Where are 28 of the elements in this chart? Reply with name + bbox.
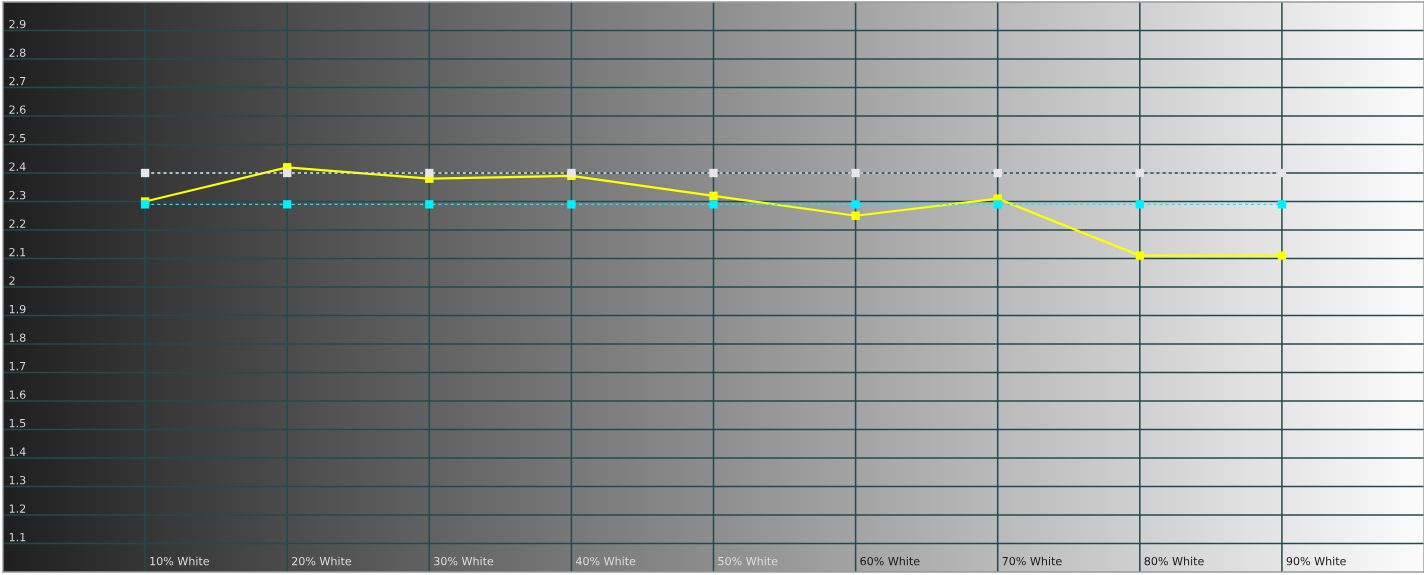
y-tick-label: 2.1 [9, 247, 26, 257]
y-tick-label: 1.7 [9, 362, 26, 371]
y-tick-label: 2.3 [9, 190, 26, 200]
y-tick-label: 2 [9, 276, 15, 285]
y-tick-label: 1.9 [9, 304, 26, 314]
x-tick-label: 70% White [1002, 556, 1062, 566]
y-tick-label: 1.4 [9, 447, 26, 456]
y-tick-label: 2.5 [9, 133, 26, 143]
y-tick-label: 1.6 [9, 390, 26, 399]
y-tick-label: 2.2 [9, 219, 26, 228]
x-tick-label: 90% White [1286, 556, 1346, 566]
y-tick-label: 1.5 [9, 419, 26, 428]
y-tick-label: 2.4 [9, 162, 26, 171]
x-tick-label: 40% White [575, 556, 636, 566]
y-tick-label: 2.6 [9, 105, 26, 114]
y-tick-label: 1.1 [9, 533, 26, 542]
x-tick-label: 80% White [1144, 556, 1204, 566]
x-tick-label: 30% White [434, 556, 494, 566]
y-tick-label: 2.8 [9, 48, 26, 57]
y-tick-label: 1.2 [9, 504, 26, 513]
y-tick-label: 2.7 [9, 76, 26, 86]
y-tick-label: 1.8 [9, 333, 26, 342]
x-tick-label: 50% White [718, 556, 778, 566]
x-tick-label: 20% White [292, 556, 352, 566]
x-tick-label: 60% White [860, 556, 920, 566]
y-tick-label: 1.3 [9, 475, 26, 485]
x-tick-label: 10% White [150, 556, 210, 566]
y-tick-label: 2.9 [9, 19, 26, 29]
